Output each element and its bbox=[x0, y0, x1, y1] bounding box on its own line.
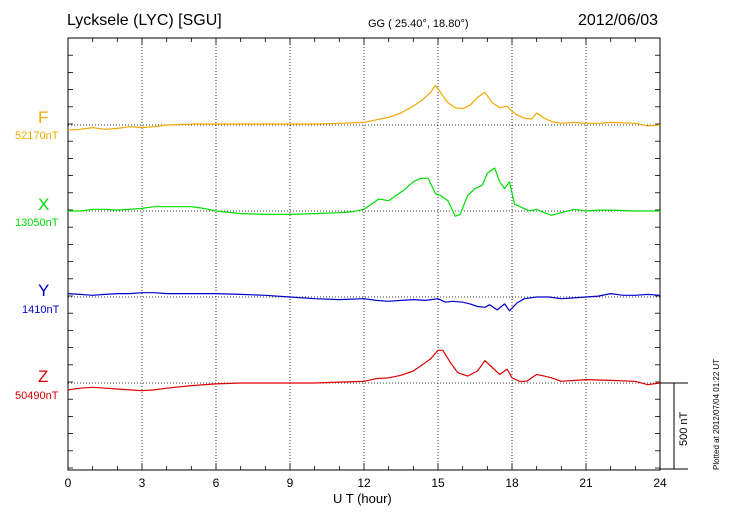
series-label-z: Z bbox=[38, 367, 49, 386]
series-line-x bbox=[68, 167, 660, 217]
plotted-timestamp: Plotted at 2012/07/04 01:22 UT bbox=[712, 358, 721, 470]
series-line-y bbox=[67, 292, 661, 312]
series-baseline-y: 1410nT bbox=[22, 304, 60, 316]
x-tick-label: 12 bbox=[357, 476, 371, 490]
x-tick-label: 0 bbox=[65, 476, 72, 490]
series-line-z bbox=[67, 349, 661, 392]
x-axis-label: U T (hour) bbox=[333, 491, 392, 506]
date-label: 2012/06/03 bbox=[578, 12, 659, 29]
x-tick-label: 9 bbox=[287, 476, 294, 490]
series-baseline-f: 52170nT bbox=[15, 130, 59, 142]
station-title: Lycksele (LYC) [SGU] bbox=[67, 12, 222, 29]
series-baseline-z: 50490nT bbox=[15, 390, 59, 402]
series-line-f bbox=[67, 84, 661, 131]
x-tick-label: 18 bbox=[505, 476, 519, 490]
x-tick-label: 24 bbox=[653, 476, 667, 490]
x-tick-label: 3 bbox=[139, 476, 146, 490]
x-tick-label: 15 bbox=[431, 476, 445, 490]
series-label-f: F bbox=[38, 108, 49, 127]
series-baseline-x: 13050nT bbox=[15, 217, 59, 229]
scale-bar-label: 500 nT bbox=[678, 411, 690, 446]
x-tick-label: 6 bbox=[213, 476, 220, 490]
coordinates-label: GG ( 25.40°, 18.80°) bbox=[368, 18, 469, 30]
x-tick-label: 21 bbox=[579, 476, 593, 490]
series-label-x: X bbox=[38, 195, 50, 214]
series-label-y: Y bbox=[38, 281, 50, 300]
